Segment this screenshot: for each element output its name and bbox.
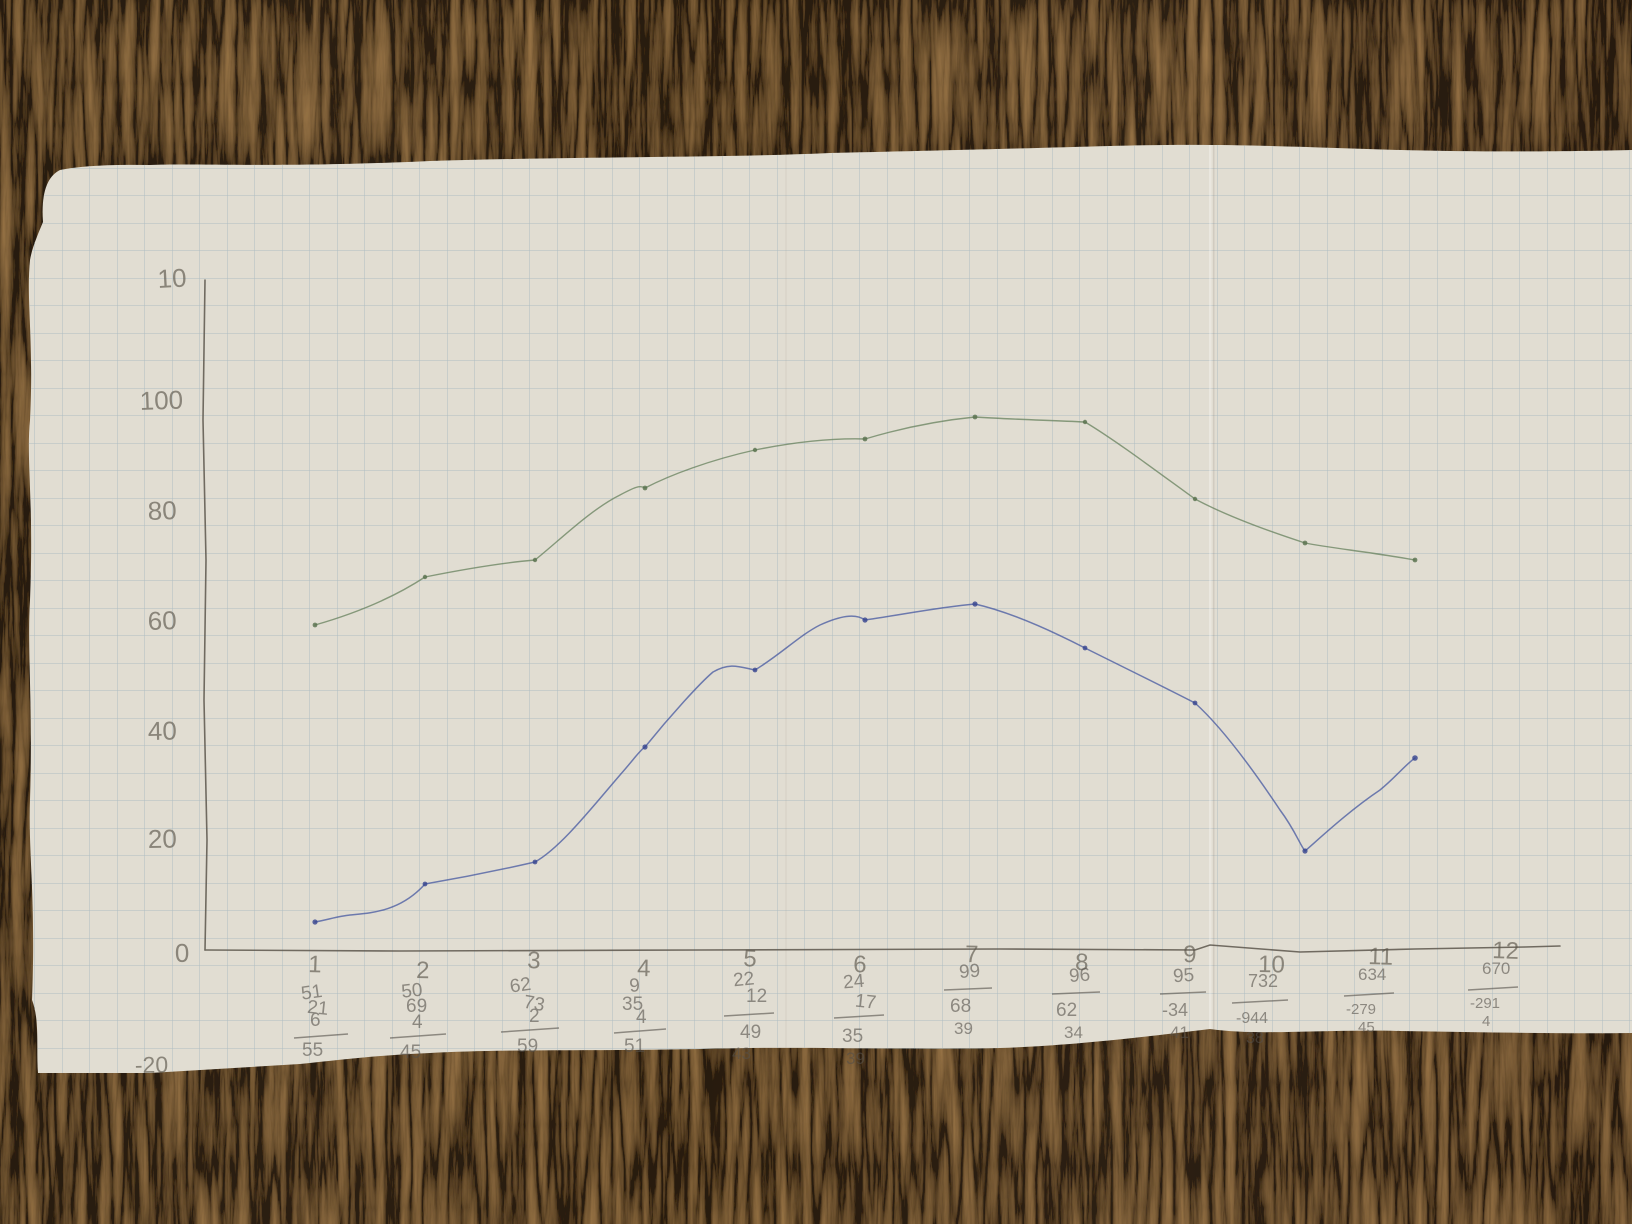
svg-text:80: 80 — [147, 495, 177, 526]
svg-text:1: 1 — [308, 951, 322, 978]
svg-text:-279: -279 — [1346, 1001, 1376, 1018]
svg-text:40: 40 — [148, 715, 177, 746]
svg-text:45: 45 — [1358, 1019, 1375, 1036]
svg-text:0: 0 — [175, 938, 190, 968]
svg-text:-20: -20 — [135, 1051, 169, 1078]
svg-text:39: 39 — [846, 1049, 865, 1068]
svg-text:35: 35 — [842, 1026, 863, 1047]
svg-text:39: 39 — [954, 1019, 973, 1038]
svg-text:-291: -291 — [1470, 995, 1500, 1012]
svg-text:2: 2 — [529, 1006, 540, 1027]
svg-text:4: 4 — [636, 1007, 647, 1028]
svg-text:62: 62 — [1056, 1000, 1077, 1021]
svg-text:4: 4 — [1482, 1013, 1490, 1030]
svg-text:732: 732 — [1248, 971, 1278, 991]
svg-text:99: 99 — [958, 961, 981, 983]
svg-text:17: 17 — [854, 991, 877, 1014]
svg-text:59: 59 — [517, 1036, 538, 1057]
svg-text:49: 49 — [740, 1022, 761, 1043]
svg-text:43: 43 — [732, 1044, 751, 1063]
svg-text:51: 51 — [624, 1036, 645, 1057]
svg-text:96: 96 — [1068, 965, 1091, 987]
svg-text:-944: -944 — [1236, 1010, 1268, 1027]
svg-text:10: 10 — [157, 263, 187, 294]
svg-text:4: 4 — [412, 1012, 423, 1033]
svg-text:12: 12 — [746, 986, 767, 1007]
svg-text:60: 60 — [147, 605, 177, 636]
svg-text:100: 100 — [139, 385, 183, 416]
svg-text:24: 24 — [842, 971, 865, 994]
svg-text:3: 3 — [527, 947, 541, 974]
svg-text:68: 68 — [950, 996, 971, 1017]
svg-text:95: 95 — [1172, 965, 1195, 987]
svg-text:634: 634 — [1358, 965, 1386, 984]
svg-text:20: 20 — [148, 823, 177, 854]
svg-text:45: 45 — [400, 1042, 421, 1063]
svg-text:34: 34 — [1064, 1023, 1083, 1042]
svg-text:38: 38 — [1246, 1030, 1264, 1047]
svg-text:670: 670 — [1482, 959, 1510, 978]
svg-text:-34: -34 — [1162, 1000, 1188, 1020]
svg-text:55: 55 — [302, 1040, 323, 1061]
svg-text:41: 41 — [1170, 1023, 1189, 1042]
svg-text:6: 6 — [310, 1010, 321, 1031]
